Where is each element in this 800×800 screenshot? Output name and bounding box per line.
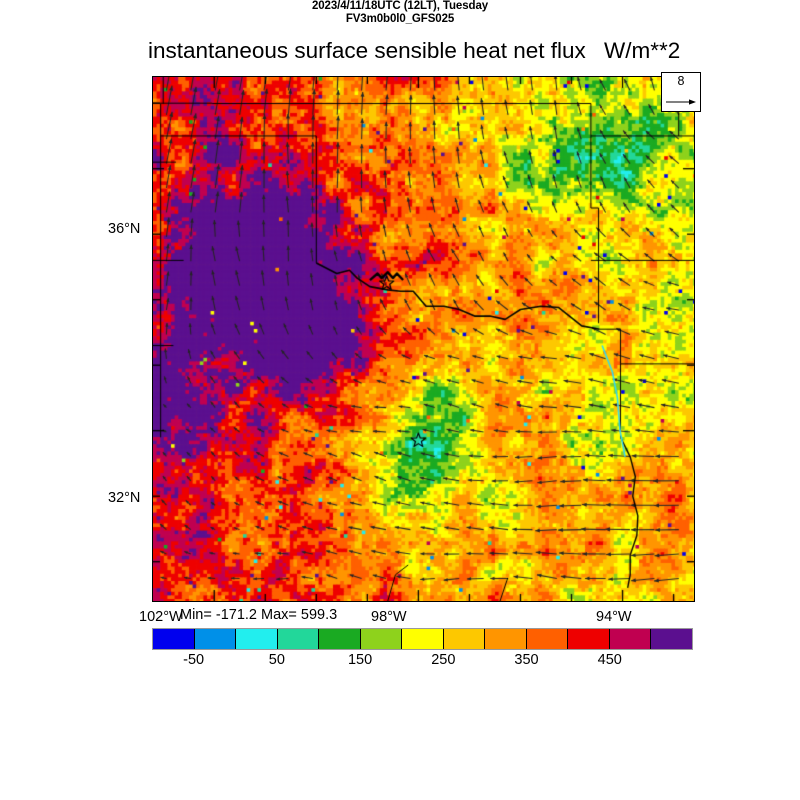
title-block: 2023/4/11/18UTC (12LT), Tuesday FV3m0b0l… bbox=[0, 0, 800, 26]
colorbar-segment bbox=[443, 629, 486, 649]
lon-label-94w: 94°W bbox=[596, 609, 632, 625]
datetime-line: 2023/4/11/18UTC (12LT), Tuesday bbox=[311, 0, 489, 12]
model-line: FV3m0b0l0_GFS025 bbox=[345, 13, 455, 25]
page-title: instantaneous surface sensible heat net … bbox=[148, 38, 586, 63]
units-label: W/m**2 bbox=[604, 38, 681, 63]
colorbar-tick: 450 bbox=[597, 652, 622, 668]
colorbar-tick-labels: -50 50 150 250 350 450 bbox=[152, 652, 693, 670]
colorbar-segment bbox=[360, 629, 403, 649]
reference-vector-key: 8 bbox=[661, 72, 701, 112]
main-title-row: instantaneous surface sensible heat net … bbox=[0, 38, 800, 66]
colorbar-tick: -50 bbox=[183, 652, 205, 668]
colorbar-segment bbox=[526, 629, 569, 649]
lat-label-36n: 36°N bbox=[108, 221, 141, 237]
colorbar-segment bbox=[651, 629, 692, 649]
colorbar-segment bbox=[609, 629, 652, 649]
colorbar-tick: 50 bbox=[268, 652, 285, 668]
colorbar-tick: 350 bbox=[514, 652, 539, 668]
colorbar-tick: 250 bbox=[431, 652, 456, 668]
colorbar-segment bbox=[485, 629, 527, 649]
colorbar-legend: -50 50 150 250 350 450 bbox=[152, 628, 693, 668]
reference-vector-value: 8 bbox=[677, 74, 685, 88]
colorbar-swatches bbox=[152, 628, 693, 650]
colorbar-segment bbox=[194, 629, 237, 649]
map-boundaries-overlay bbox=[153, 77, 694, 601]
colorbar-segment bbox=[277, 629, 320, 649]
lon-label-102w: 102°W bbox=[139, 609, 183, 625]
min-max-stats: Min= -171.2 Max= 599.3 bbox=[180, 607, 338, 623]
lat-label-32n: 32°N bbox=[108, 490, 141, 506]
colorbar-segment bbox=[402, 629, 444, 649]
lon-label-98w: 98°W bbox=[371, 609, 407, 625]
map-plot-area[interactable] bbox=[152, 76, 695, 602]
colorbar-tick: 150 bbox=[347, 652, 373, 668]
colorbar-segment bbox=[236, 629, 278, 649]
colorbar-segment bbox=[568, 629, 610, 649]
colorbar-segment bbox=[153, 629, 195, 649]
colorbar-segment bbox=[319, 629, 361, 649]
right-arrow-icon bbox=[666, 99, 696, 105]
